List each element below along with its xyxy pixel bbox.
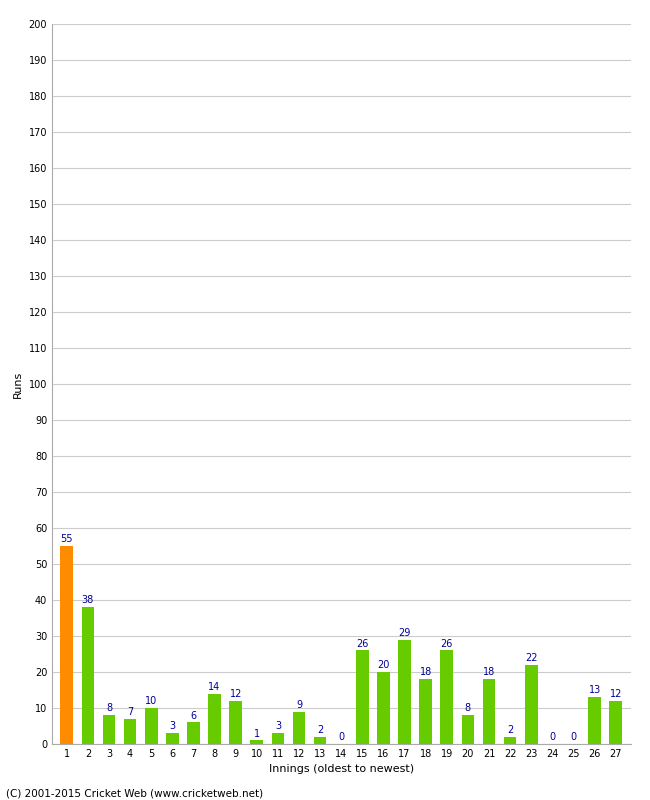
- Text: 18: 18: [483, 667, 495, 678]
- Text: 12: 12: [229, 689, 242, 699]
- Text: 7: 7: [127, 707, 133, 717]
- Bar: [504, 737, 517, 744]
- Bar: [610, 701, 622, 744]
- Text: 3: 3: [169, 722, 176, 731]
- Bar: [398, 639, 411, 744]
- Bar: [272, 733, 284, 744]
- Bar: [483, 679, 495, 744]
- Bar: [187, 722, 200, 744]
- Bar: [124, 718, 136, 744]
- Bar: [441, 650, 453, 744]
- Y-axis label: Runs: Runs: [13, 370, 23, 398]
- Text: 6: 6: [190, 710, 196, 721]
- Bar: [462, 715, 474, 744]
- Text: 3: 3: [275, 722, 281, 731]
- Bar: [229, 701, 242, 744]
- Text: 8: 8: [106, 703, 112, 714]
- Text: 55: 55: [60, 534, 73, 544]
- Bar: [145, 708, 157, 744]
- Text: 13: 13: [588, 686, 601, 695]
- Text: 2: 2: [507, 725, 514, 735]
- Text: 9: 9: [296, 700, 302, 710]
- Bar: [208, 694, 221, 744]
- Text: 18: 18: [420, 667, 432, 678]
- Bar: [377, 672, 390, 744]
- Text: 2: 2: [317, 725, 323, 735]
- Text: 0: 0: [549, 732, 556, 742]
- Text: 12: 12: [610, 689, 622, 699]
- Text: 0: 0: [571, 732, 577, 742]
- Text: 29: 29: [398, 628, 411, 638]
- Text: 26: 26: [356, 638, 369, 649]
- Bar: [419, 679, 432, 744]
- Bar: [525, 665, 538, 744]
- Text: 10: 10: [145, 696, 157, 706]
- Bar: [356, 650, 369, 744]
- Text: 8: 8: [465, 703, 471, 714]
- Bar: [588, 697, 601, 744]
- Bar: [60, 546, 73, 744]
- Text: 14: 14: [209, 682, 221, 692]
- Text: 26: 26: [441, 638, 453, 649]
- Text: 22: 22: [525, 653, 538, 663]
- Text: (C) 2001-2015 Cricket Web (www.cricketweb.net): (C) 2001-2015 Cricket Web (www.cricketwe…: [6, 789, 264, 798]
- Bar: [166, 733, 179, 744]
- Text: 1: 1: [254, 729, 260, 738]
- Bar: [250, 741, 263, 744]
- Bar: [292, 712, 306, 744]
- X-axis label: Innings (oldest to newest): Innings (oldest to newest): [268, 765, 414, 774]
- Text: 38: 38: [82, 595, 94, 606]
- Text: 0: 0: [338, 732, 344, 742]
- Text: 20: 20: [377, 660, 389, 670]
- Bar: [314, 737, 326, 744]
- Bar: [81, 607, 94, 744]
- Bar: [103, 715, 115, 744]
